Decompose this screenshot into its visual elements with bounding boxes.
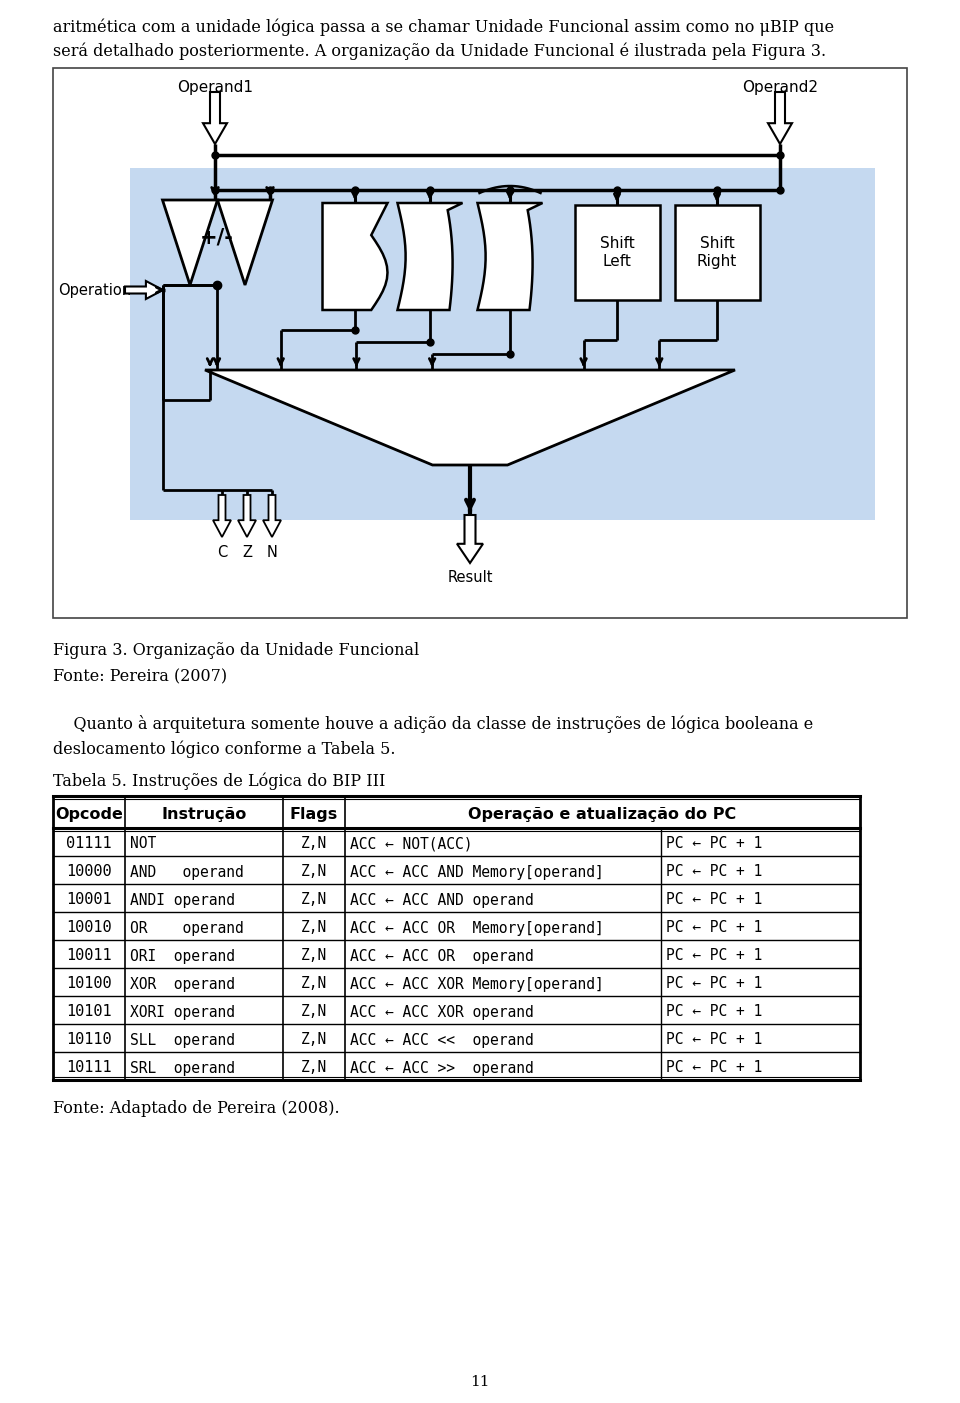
- Polygon shape: [162, 201, 218, 285]
- Text: Z: Z: [242, 544, 252, 560]
- Text: OR    operand: OR operand: [130, 920, 244, 936]
- Polygon shape: [238, 495, 256, 537]
- Text: ACC ← ACC XOR operand: ACC ← ACC XOR operand: [350, 1005, 534, 1020]
- Text: Operand1: Operand1: [177, 80, 253, 95]
- Text: Quanto à arquitetura somente houve a adição da classe de instruções de lógica bo: Quanto à arquitetura somente houve a adi…: [53, 716, 813, 732]
- Text: XORI operand: XORI operand: [130, 1005, 235, 1020]
- Text: Flags: Flags: [290, 808, 338, 822]
- Text: XOR  operand: XOR operand: [130, 976, 235, 992]
- Text: ACC ← ACC <<  operand: ACC ← ACC << operand: [350, 1033, 534, 1048]
- Text: 01111: 01111: [66, 836, 111, 852]
- Polygon shape: [323, 203, 388, 310]
- Text: PC ← PC + 1: PC ← PC + 1: [666, 892, 762, 908]
- Polygon shape: [263, 495, 281, 537]
- Text: Operation: Operation: [58, 282, 132, 297]
- Text: Opcode: Opcode: [55, 808, 123, 822]
- Text: Operação e atualização do PC: Operação e atualização do PC: [468, 808, 736, 822]
- Text: Shift
Right: Shift Right: [697, 236, 737, 269]
- Text: 10101: 10101: [66, 1005, 111, 1020]
- Text: PC ← PC + 1: PC ← PC + 1: [666, 836, 762, 852]
- Text: 10001: 10001: [66, 892, 111, 908]
- Text: ORI  operand: ORI operand: [130, 948, 235, 964]
- Text: Z,N: Z,N: [300, 1005, 327, 1020]
- Text: Shift
Left: Shift Left: [600, 236, 635, 269]
- Text: NOT: NOT: [130, 836, 156, 852]
- Text: ACC ← ACC AND Memory[operand]: ACC ← ACC AND Memory[operand]: [350, 864, 604, 880]
- Text: PC ← PC + 1: PC ← PC + 1: [666, 864, 762, 880]
- Polygon shape: [205, 370, 735, 464]
- Polygon shape: [213, 495, 231, 537]
- Text: 11: 11: [470, 1375, 490, 1389]
- Text: PC ← PC + 1: PC ← PC + 1: [666, 920, 762, 936]
- Polygon shape: [768, 93, 792, 145]
- Bar: [130, 168, 875, 521]
- Text: N: N: [267, 544, 277, 560]
- Text: PC ← PC + 1: PC ← PC + 1: [666, 1005, 762, 1020]
- Text: PC ← PC + 1: PC ← PC + 1: [666, 1033, 762, 1048]
- Text: 10110: 10110: [66, 1033, 111, 1048]
- Text: C: C: [217, 544, 228, 560]
- Text: PC ← PC + 1: PC ← PC + 1: [666, 976, 762, 992]
- Polygon shape: [203, 93, 227, 145]
- Text: ANDI operand: ANDI operand: [130, 892, 235, 908]
- Text: SLL  operand: SLL operand: [130, 1033, 235, 1048]
- Text: Z,N: Z,N: [300, 836, 327, 852]
- Text: Fonte: Pereira (2007): Fonte: Pereira (2007): [53, 668, 228, 685]
- Text: Z,N: Z,N: [300, 1061, 327, 1076]
- Text: será detalhado posteriormente. A organização da Unidade Funcional é ilustrada pe: será detalhado posteriormente. A organiz…: [53, 42, 827, 59]
- Text: 10011: 10011: [66, 948, 111, 964]
- Text: 10000: 10000: [66, 864, 111, 880]
- Bar: [675, 205, 759, 300]
- Polygon shape: [477, 203, 542, 310]
- Text: Result: Result: [447, 570, 492, 585]
- Text: 10100: 10100: [66, 976, 111, 992]
- Text: Operand2: Operand2: [742, 80, 818, 95]
- Text: Z,N: Z,N: [300, 948, 327, 964]
- Text: Tabela 5. Instruções de Lógica do BIP III: Tabela 5. Instruções de Lógica do BIP II…: [53, 772, 385, 790]
- Text: Instrução: Instrução: [161, 808, 247, 822]
- Bar: [53, 67, 907, 617]
- Text: ACC ← ACC OR  Memory[operand]: ACC ← ACC OR Memory[operand]: [350, 920, 604, 936]
- Text: +/-: +/-: [200, 227, 234, 247]
- Text: ACC ← ACC XOR Memory[operand]: ACC ← ACC XOR Memory[operand]: [350, 976, 604, 992]
- Text: aritmética com a unidade lógica passa a se chamar Unidade Funcional assim como n: aritmética com a unidade lógica passa a …: [53, 18, 834, 35]
- Text: PC ← PC + 1: PC ← PC + 1: [666, 948, 762, 964]
- Text: Z,N: Z,N: [300, 976, 327, 992]
- Text: Fonte: Adaptado de Pereira (2008).: Fonte: Adaptado de Pereira (2008).: [53, 1100, 340, 1117]
- Text: SRL  operand: SRL operand: [130, 1061, 235, 1076]
- Text: ACC ← ACC >>  operand: ACC ← ACC >> operand: [350, 1061, 534, 1076]
- Text: ACC ← NOT(ACC): ACC ← NOT(ACC): [350, 836, 472, 852]
- Text: 10111: 10111: [66, 1061, 111, 1076]
- Text: ACC ← ACC OR  operand: ACC ← ACC OR operand: [350, 948, 534, 964]
- Text: Z,N: Z,N: [300, 920, 327, 936]
- Text: Z,N: Z,N: [300, 1033, 327, 1048]
- Polygon shape: [218, 201, 273, 285]
- Text: Z,N: Z,N: [300, 892, 327, 908]
- Bar: [574, 205, 660, 300]
- Text: PC ← PC + 1: PC ← PC + 1: [666, 1061, 762, 1076]
- Polygon shape: [457, 515, 483, 563]
- Text: ACC ← ACC AND operand: ACC ← ACC AND operand: [350, 892, 534, 908]
- Text: Figura 3. Organização da Unidade Funcional: Figura 3. Organização da Unidade Funcion…: [53, 643, 420, 659]
- Text: Z,N: Z,N: [300, 864, 327, 880]
- Polygon shape: [125, 281, 163, 299]
- Polygon shape: [397, 203, 463, 310]
- Text: deslocamento lógico conforme a Tabela 5.: deslocamento lógico conforme a Tabela 5.: [53, 741, 396, 759]
- Text: 10010: 10010: [66, 920, 111, 936]
- Text: AND   operand: AND operand: [130, 864, 244, 880]
